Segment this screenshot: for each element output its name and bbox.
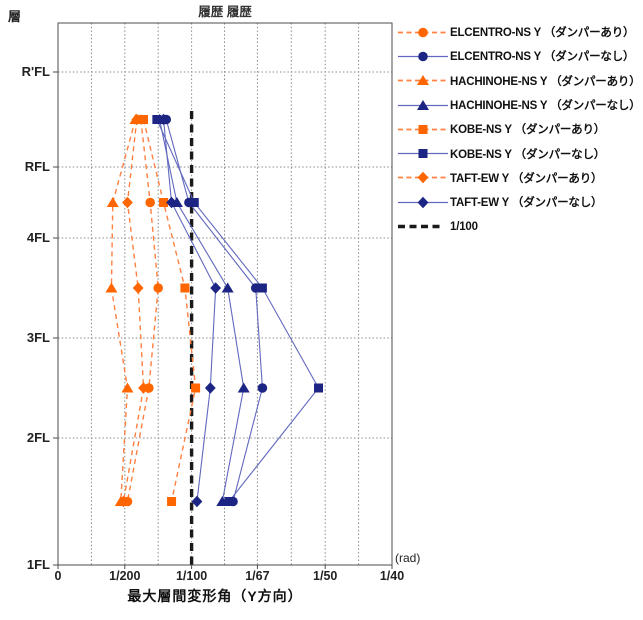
series-line-2 bbox=[110, 119, 137, 502]
legend-item-label: 1/100 bbox=[450, 220, 478, 233]
x-tick-label-1-100: 1/100 bbox=[175, 569, 208, 583]
series-markers-4 bbox=[139, 115, 201, 506]
x-axis-unit-label: (rad) bbox=[395, 551, 421, 565]
y-axis-unit-label: 層 bbox=[8, 9, 22, 24]
axis-ticks bbox=[53, 71, 393, 569]
legend-item-label: HACHINOHE-NS Y （ダンパーあり） bbox=[450, 75, 641, 88]
floor-label-2FL: 2FL bbox=[26, 430, 50, 445]
x-tick-label-1-50: 1/50 bbox=[313, 569, 338, 583]
series-markers-6 bbox=[118, 113, 149, 508]
series-markers-3 bbox=[153, 114, 250, 506]
series-line-3 bbox=[158, 119, 245, 502]
legend-item-1: ELCENTRO-NS Y （ダンパーなし） bbox=[397, 44, 643, 68]
legend-item-label: TAFT-EW Y （ダンパーあり） bbox=[450, 172, 603, 185]
floor-label-RFL: RFL bbox=[24, 159, 50, 174]
legend-item-6: TAFT-EW Y （ダンパーあり） bbox=[397, 166, 643, 190]
gridlines bbox=[58, 23, 392, 565]
legend-item-0: ELCENTRO-NS Y （ダンパーあり） bbox=[397, 20, 643, 44]
floor-label-3FL: 3FL bbox=[26, 330, 50, 345]
legend-item-label: KOBE-NS Y （ダンパーなし） bbox=[450, 148, 606, 161]
floor-label-1FL: 1FL bbox=[26, 557, 50, 572]
legend-swatch bbox=[398, 51, 448, 62]
legend-swatch bbox=[398, 75, 448, 86]
legend-swatch bbox=[398, 224, 442, 229]
floor-label-4FL: 4FL bbox=[26, 230, 50, 245]
floor-label-R'FL: R'FL bbox=[21, 64, 50, 79]
legend-swatch bbox=[398, 27, 448, 37]
legend-item-label: ELCENTRO-NS Y （ダンパーなし） bbox=[450, 51, 635, 64]
series-line-5 bbox=[156, 119, 320, 502]
legend-swatch bbox=[398, 172, 448, 184]
plot-border bbox=[57, 22, 393, 566]
series-markers-7 bbox=[158, 113, 222, 508]
x-tick-label-1-40: 1/40 bbox=[379, 569, 405, 583]
legend-swatch bbox=[398, 196, 448, 209]
legend-item-reference: 1/100 bbox=[397, 214, 643, 238]
legend-item-label: HACHINOHE-NS Y （ダンパーなし） bbox=[450, 100, 641, 113]
series-line-0 bbox=[126, 119, 159, 502]
x-axis-title: 最大層間変形角（Y方向） bbox=[127, 588, 303, 604]
x-tick-label-0: 0 bbox=[54, 569, 62, 583]
legend-swatch bbox=[398, 124, 448, 134]
chart-title: 履歴 履歴 bbox=[198, 5, 252, 19]
legend-item-label: TAFT-EW Y （ダンパーなし） bbox=[450, 197, 603, 210]
legend-swatch bbox=[398, 149, 448, 159]
legend-item-4: KOBE-NS Y （ダンパーあり） bbox=[397, 117, 643, 141]
x-tick-label-1-67: 1/67 bbox=[245, 569, 270, 583]
series-markers-2 bbox=[105, 114, 142, 506]
series-line-6 bbox=[122, 119, 145, 502]
legend-item-5: KOBE-NS Y （ダンパーなし） bbox=[397, 141, 643, 165]
legend-item-7: TAFT-EW Y （ダンパーなし） bbox=[397, 190, 643, 214]
chart-legend: ELCENTRO-NS Y （ダンパーあり） ELCENTRO-NS Y （ダンパ… bbox=[397, 20, 643, 239]
legend-item-label: ELCENTRO-NS Y （ダンパーあり） bbox=[450, 27, 635, 40]
legend-item-3: HACHINOHE-NS Y （ダンパーなし） bbox=[397, 93, 643, 117]
legend-item-label: KOBE-NS Y （ダンパーあり） bbox=[450, 124, 606, 137]
legend-item-2: HACHINOHE-NS Y （ダンパーあり） bbox=[397, 69, 643, 93]
series-markers-5 bbox=[152, 115, 324, 506]
x-tick-label-1-200: 1/200 bbox=[109, 569, 141, 583]
legend-swatch bbox=[398, 99, 448, 110]
